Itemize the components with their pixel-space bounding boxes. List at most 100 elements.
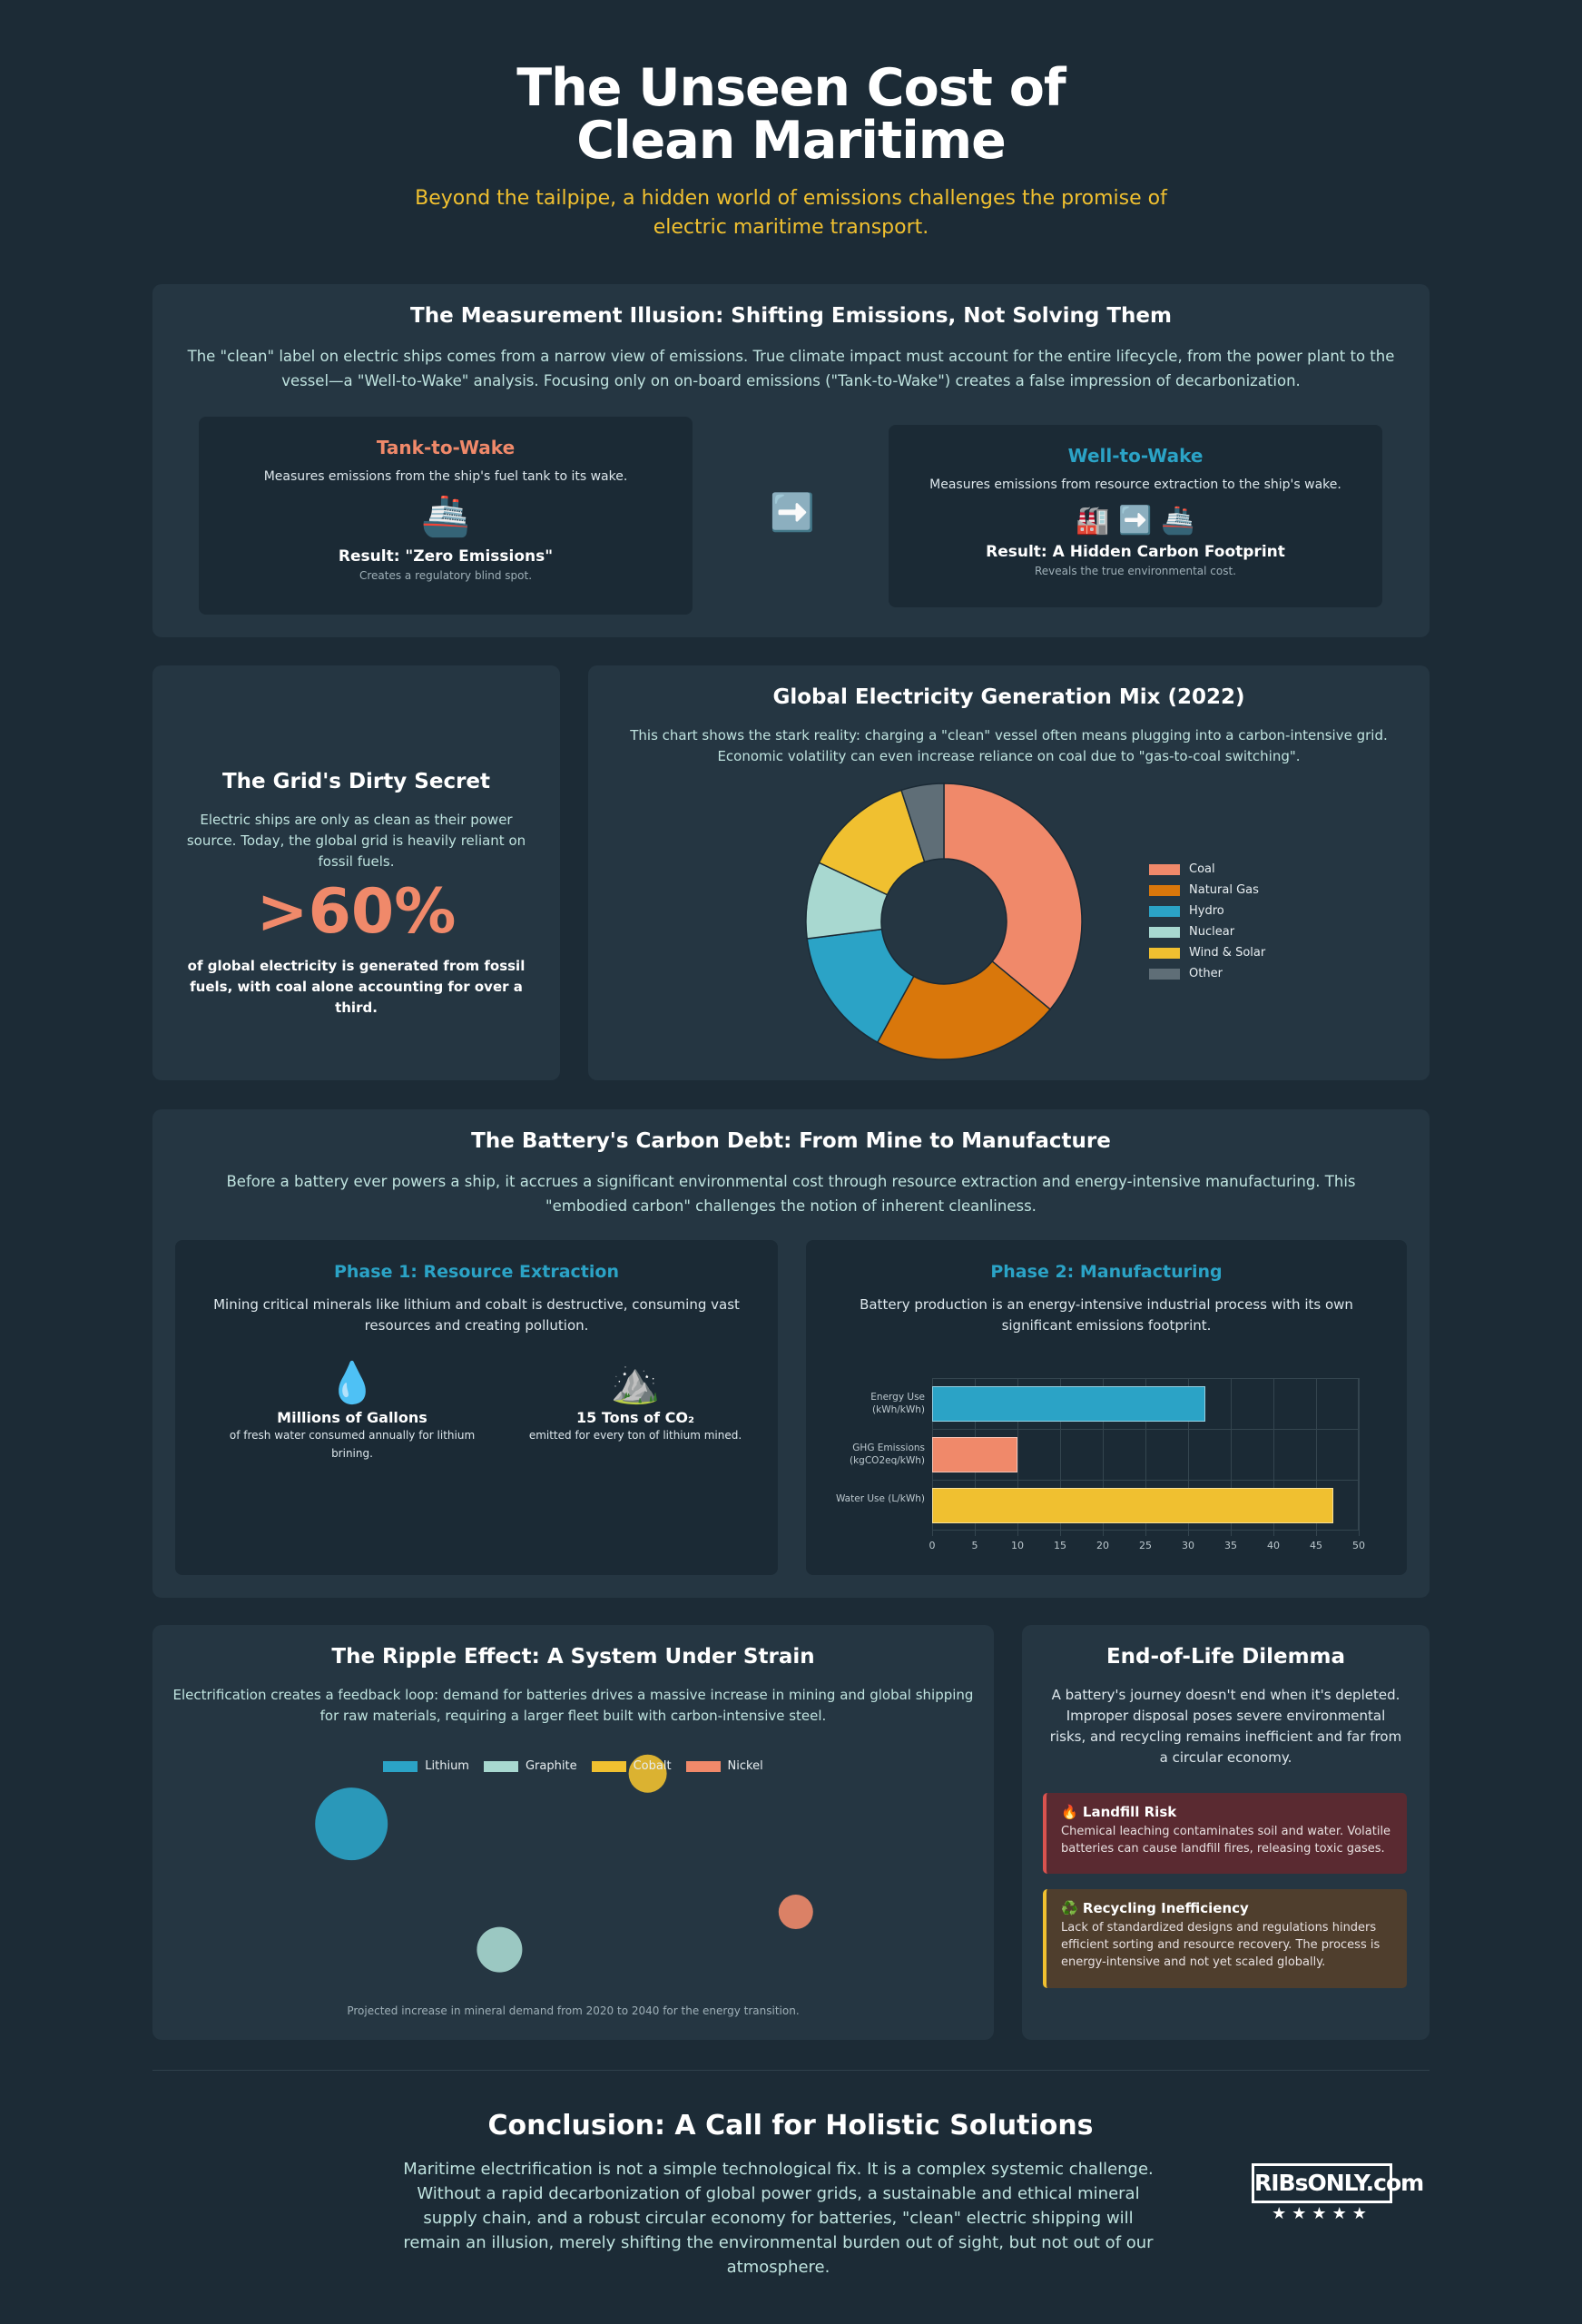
section-title: The Battery's Carbon Debt: From Mine to … — [471, 1129, 1111, 1153]
risk-box: ♻️ Recycling Inefficiency Lack of standa… — [1043, 1889, 1407, 1988]
card-note: Creates a regulatory blind spot. — [359, 569, 533, 582]
water-icon: 💧 — [327, 1360, 378, 1406]
eol-card: End-of-Life Dilemma A battery's journey … — [1022, 1625, 1430, 2040]
donut-chart — [805, 783, 1083, 1060]
bar — [932, 1488, 1333, 1523]
legend-item: Nickel — [685, 1756, 763, 1777]
ship-icon: 🚢 — [420, 493, 471, 539]
battery-card: The Battery's Carbon Debt: From Mine to … — [152, 1109, 1430, 1598]
fire-icon: 🔥 — [1061, 1804, 1083, 1820]
grid-title: The Grid's Dirty Secret — [221, 770, 491, 793]
y-tick-label: GHG Emissions (kgCO2eq/kWh) — [850, 1443, 925, 1466]
band-line — [932, 1429, 1359, 1430]
bar — [932, 1437, 1017, 1472]
recycle-icon: ♻️ — [1061, 1900, 1083, 1916]
card-result: Result: "Zero Emissions" — [338, 547, 554, 566]
legend-swatch — [591, 1760, 626, 1772]
legend-label: Nickel — [727, 1759, 763, 1773]
pie-slice — [876, 960, 1052, 1060]
section-text: A battery's journey doesn't end when it'… — [1049, 1687, 1402, 1766]
card-note: Reveals the true environmental cost. — [1034, 565, 1236, 577]
fact: 💧 Millions of Gallons of fresh water con… — [211, 1358, 493, 1462]
legend-item: Coal — [1149, 859, 1265, 880]
legend-item: Cobalt — [591, 1756, 672, 1777]
card-result: Result: A Hidden Carbon Footprint — [986, 543, 1285, 561]
legend-swatch — [1149, 884, 1180, 896]
pie-slice — [943, 783, 1083, 1010]
mountain-icon: ⛰️ — [610, 1360, 661, 1406]
legend-swatch — [483, 1760, 518, 1772]
phase-card: Phase 2: Manufacturing Battery productio… — [806, 1240, 1407, 1575]
grid-line — [1188, 1378, 1189, 1536]
x-tick-label: 10 — [1011, 1540, 1024, 1551]
risk-title: Recycling Inefficiency — [1082, 1900, 1249, 1916]
grid-line — [1231, 1378, 1232, 1536]
page-subtitle: Beyond the tailpipe, a hidden world of e… — [415, 187, 1167, 239]
phase-card: Phase 1: Resource Extraction Mining crit… — [175, 1240, 778, 1575]
legend-label: Other — [1189, 967, 1223, 980]
legend-item: Hydro — [1149, 901, 1265, 921]
legend-item: Wind & Solar — [1149, 942, 1265, 963]
legend-swatch — [1149, 947, 1180, 959]
legend-label: Lithium — [425, 1759, 469, 1773]
phase-title: Phase 2: Manufacturing — [990, 1262, 1223, 1282]
risk-box: 🔥 Landfill Risk Chemical leaching contam… — [1043, 1793, 1407, 1874]
legend: Lithium Graphite Cobalt Nickel — [152, 1756, 994, 1777]
grid-line — [1273, 1378, 1274, 1536]
section-text: Electrification creates a feedback loop:… — [172, 1687, 974, 1724]
grid-card: The Grid's Dirty Secret Electric ships a… — [152, 665, 560, 1080]
section-text: The "clean" label on electric ships come… — [187, 348, 1395, 389]
chart-description: This chart shows the stark reality: char… — [630, 727, 1388, 764]
legend-label: Graphite — [525, 1759, 577, 1773]
measurement-card: The Measurement Illusion: Shifting Emiss… — [152, 284, 1430, 637]
x-tick-label: 25 — [1139, 1540, 1152, 1551]
phase-title: Phase 1: Resource Extraction — [333, 1262, 619, 1282]
legend-swatch — [1149, 968, 1180, 980]
bubble — [315, 1787, 388, 1861]
card-text: Measures emissions from the ship's fuel … — [263, 469, 628, 484]
arrow-icon: ➡️ — [770, 492, 815, 534]
grid-line — [1359, 1378, 1360, 1536]
y-tick-label: Energy Use (kWh/kWh) — [870, 1392, 925, 1415]
fact-title: 15 Tons of CO₂ — [576, 1409, 694, 1426]
risk-text: Lack of standardized designs and regulat… — [1061, 1921, 1381, 1969]
fact-title: Millions of Gallons — [277, 1409, 427, 1426]
legend-swatch — [1149, 863, 1180, 875]
bubble — [477, 1926, 523, 1973]
legend-label: Wind & Solar — [1189, 946, 1266, 960]
legend-label: Coal — [1189, 862, 1215, 876]
legend-item: Natural Gas — [1149, 880, 1265, 901]
grid-line — [1316, 1378, 1317, 1536]
grid-line — [1103, 1378, 1104, 1536]
risk-title: Landfill Risk — [1082, 1804, 1177, 1820]
ripple-card: The Ripple Effect: A System Under Strain… — [152, 1625, 994, 2040]
conclusion-text: Maritime electrification is not a simple… — [403, 2160, 1154, 2277]
x-tick-label: 45 — [1310, 1540, 1322, 1551]
legend-swatch — [685, 1760, 721, 1772]
mix-card: Global Electricity Generation Mix (2022)… — [588, 665, 1430, 1080]
section-title: The Measurement Illusion: Shifting Emiss… — [410, 304, 1172, 328]
y-tick-label: Water Use (L/kWh) — [835, 1493, 925, 1504]
conclusion-title: Conclusion: A Call for Holistic Solution… — [487, 2110, 1094, 2142]
grid-line — [1017, 1378, 1018, 1536]
band-line — [932, 1480, 1359, 1481]
bubble — [628, 1754, 667, 1793]
divider — [152, 2070, 1430, 2071]
x-tick-label: 40 — [1267, 1540, 1280, 1551]
x-tick-label: 30 — [1182, 1540, 1194, 1551]
legend-label: Cobalt — [633, 1759, 672, 1773]
fact: ⛰️ 15 Tons of CO₂ emitted for every ton … — [495, 1358, 776, 1444]
legend-item: Lithium — [383, 1756, 469, 1777]
fact-text: of fresh water consumed annually for lit… — [229, 1429, 476, 1460]
x-tick-label: 35 — [1224, 1540, 1237, 1551]
bubble-chart — [315, 1754, 813, 1973]
legend-swatch — [383, 1760, 418, 1772]
bar — [932, 1386, 1205, 1422]
x-tick-label: 15 — [1054, 1540, 1066, 1551]
grid-stat: >60% — [256, 876, 457, 948]
legend-label: Natural Gas — [1189, 883, 1259, 897]
pie-slice — [900, 783, 945, 863]
chain-icons: 🏭 ➡️ 🚢 — [1076, 505, 1195, 537]
logo: RIBsONLY.com — [1252, 2163, 1424, 2203]
